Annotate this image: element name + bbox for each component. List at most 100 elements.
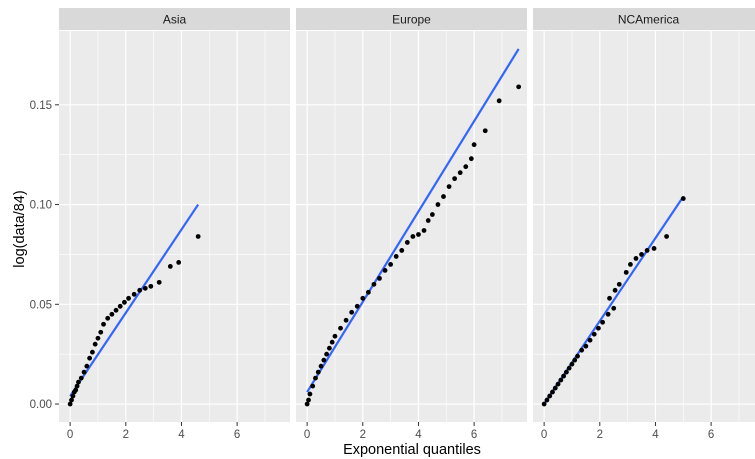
data-point bbox=[92, 341, 98, 347]
x-tick-label: 4 bbox=[652, 429, 659, 441]
data-point bbox=[113, 307, 119, 313]
data-point bbox=[306, 397, 311, 403]
reference-line bbox=[306, 48, 520, 393]
x-axis-title: Exponential quantiles bbox=[343, 442, 481, 458]
data-point bbox=[644, 248, 650, 253]
data-point bbox=[399, 248, 405, 253]
x-tick-label: 2 bbox=[123, 429, 129, 441]
data-point bbox=[105, 315, 111, 321]
data-point bbox=[550, 389, 555, 395]
data-point bbox=[87, 355, 93, 361]
data-point bbox=[516, 84, 522, 90]
data-point bbox=[73, 387, 79, 393]
data-point bbox=[421, 228, 427, 233]
data-point bbox=[354, 303, 360, 309]
data-point bbox=[463, 164, 469, 170]
data-point bbox=[343, 317, 349, 323]
data-point bbox=[167, 263, 173, 269]
data-point bbox=[429, 212, 435, 217]
data-point bbox=[176, 260, 182, 265]
data-point bbox=[324, 351, 330, 357]
data-point bbox=[365, 289, 371, 295]
facet-panel-ncamerica: NCAmerica bbox=[533, 8, 755, 422]
data-point bbox=[435, 202, 441, 207]
data-point bbox=[393, 254, 399, 259]
data-point bbox=[587, 337, 593, 343]
data-point bbox=[89, 349, 95, 355]
data-point bbox=[547, 393, 553, 399]
data-point bbox=[416, 232, 421, 237]
data-point bbox=[612, 287, 618, 293]
x-axes: 0 2 4 6 0 2 4 6 0 2 4 6 bbox=[67, 422, 714, 441]
data-point bbox=[76, 379, 81, 385]
x-tick-label: 0 bbox=[304, 429, 310, 441]
data-point bbox=[388, 262, 394, 267]
data-point bbox=[680, 196, 686, 201]
data-point bbox=[566, 365, 572, 371]
data-point bbox=[563, 369, 569, 375]
x-tick-label: 6 bbox=[234, 429, 240, 441]
data-point bbox=[446, 184, 452, 190]
x-tick-label: 0 bbox=[67, 429, 73, 441]
x-tick-label: 0 bbox=[541, 429, 547, 441]
y-tick-label: 0.10 bbox=[30, 200, 52, 212]
data-point bbox=[410, 234, 416, 239]
data-point bbox=[321, 357, 327, 363]
data-point bbox=[425, 218, 431, 223]
data-point bbox=[318, 363, 324, 369]
data-point bbox=[95, 335, 101, 341]
data-point bbox=[81, 369, 87, 375]
data-point bbox=[541, 401, 547, 407]
facet-strip bbox=[296, 8, 527, 30]
facet-panels: Asia Europe NCAmerica bbox=[59, 8, 755, 422]
facet-strip bbox=[59, 8, 290, 30]
data-point bbox=[482, 128, 488, 134]
data-point bbox=[377, 275, 382, 281]
facet-strip bbox=[533, 8, 755, 30]
data-point bbox=[468, 156, 474, 162]
data-point bbox=[137, 287, 143, 293]
data-point bbox=[404, 240, 410, 245]
data-point bbox=[605, 311, 611, 317]
facet-strip-label: NCAmerica bbox=[618, 13, 680, 27]
data-point bbox=[313, 375, 318, 381]
data-point bbox=[452, 176, 458, 182]
data-point bbox=[583, 343, 589, 349]
data-point bbox=[561, 373, 567, 379]
data-point bbox=[616, 281, 622, 287]
x-tick-label: 6 bbox=[471, 429, 477, 441]
y-tick-label: 0.05 bbox=[30, 299, 52, 311]
data-point bbox=[664, 234, 669, 239]
x-tick-label: 6 bbox=[708, 429, 714, 441]
data-point bbox=[315, 369, 321, 375]
data-point bbox=[596, 325, 601, 331]
data-point bbox=[382, 267, 388, 273]
data-point bbox=[544, 397, 550, 403]
data-point bbox=[148, 283, 154, 289]
data-point bbox=[651, 246, 657, 251]
facet-strip-label: Asia bbox=[163, 13, 187, 27]
data-point bbox=[338, 325, 343, 331]
data-point bbox=[579, 347, 585, 353]
data-point bbox=[623, 269, 629, 275]
data-point bbox=[349, 309, 355, 315]
data-point bbox=[326, 345, 332, 351]
data-point bbox=[607, 295, 612, 301]
data-point bbox=[555, 381, 561, 387]
data-point bbox=[84, 363, 90, 369]
data-point bbox=[156, 279, 162, 285]
data-point bbox=[142, 285, 148, 291]
data-point bbox=[101, 321, 106, 327]
data-point bbox=[441, 194, 446, 199]
data-point bbox=[74, 383, 80, 389]
data-point bbox=[360, 295, 366, 301]
data-point bbox=[371, 281, 377, 287]
data-point bbox=[572, 357, 578, 363]
y-axis-title: log(data/84) bbox=[12, 190, 28, 267]
data-point bbox=[304, 401, 310, 407]
data-point bbox=[67, 401, 73, 407]
data-point bbox=[496, 98, 502, 104]
data-point bbox=[639, 252, 644, 257]
y-axis: 0.00 0.05 0.10 0.15 bbox=[30, 100, 59, 411]
facet-strip-label: Europe bbox=[392, 13, 431, 27]
